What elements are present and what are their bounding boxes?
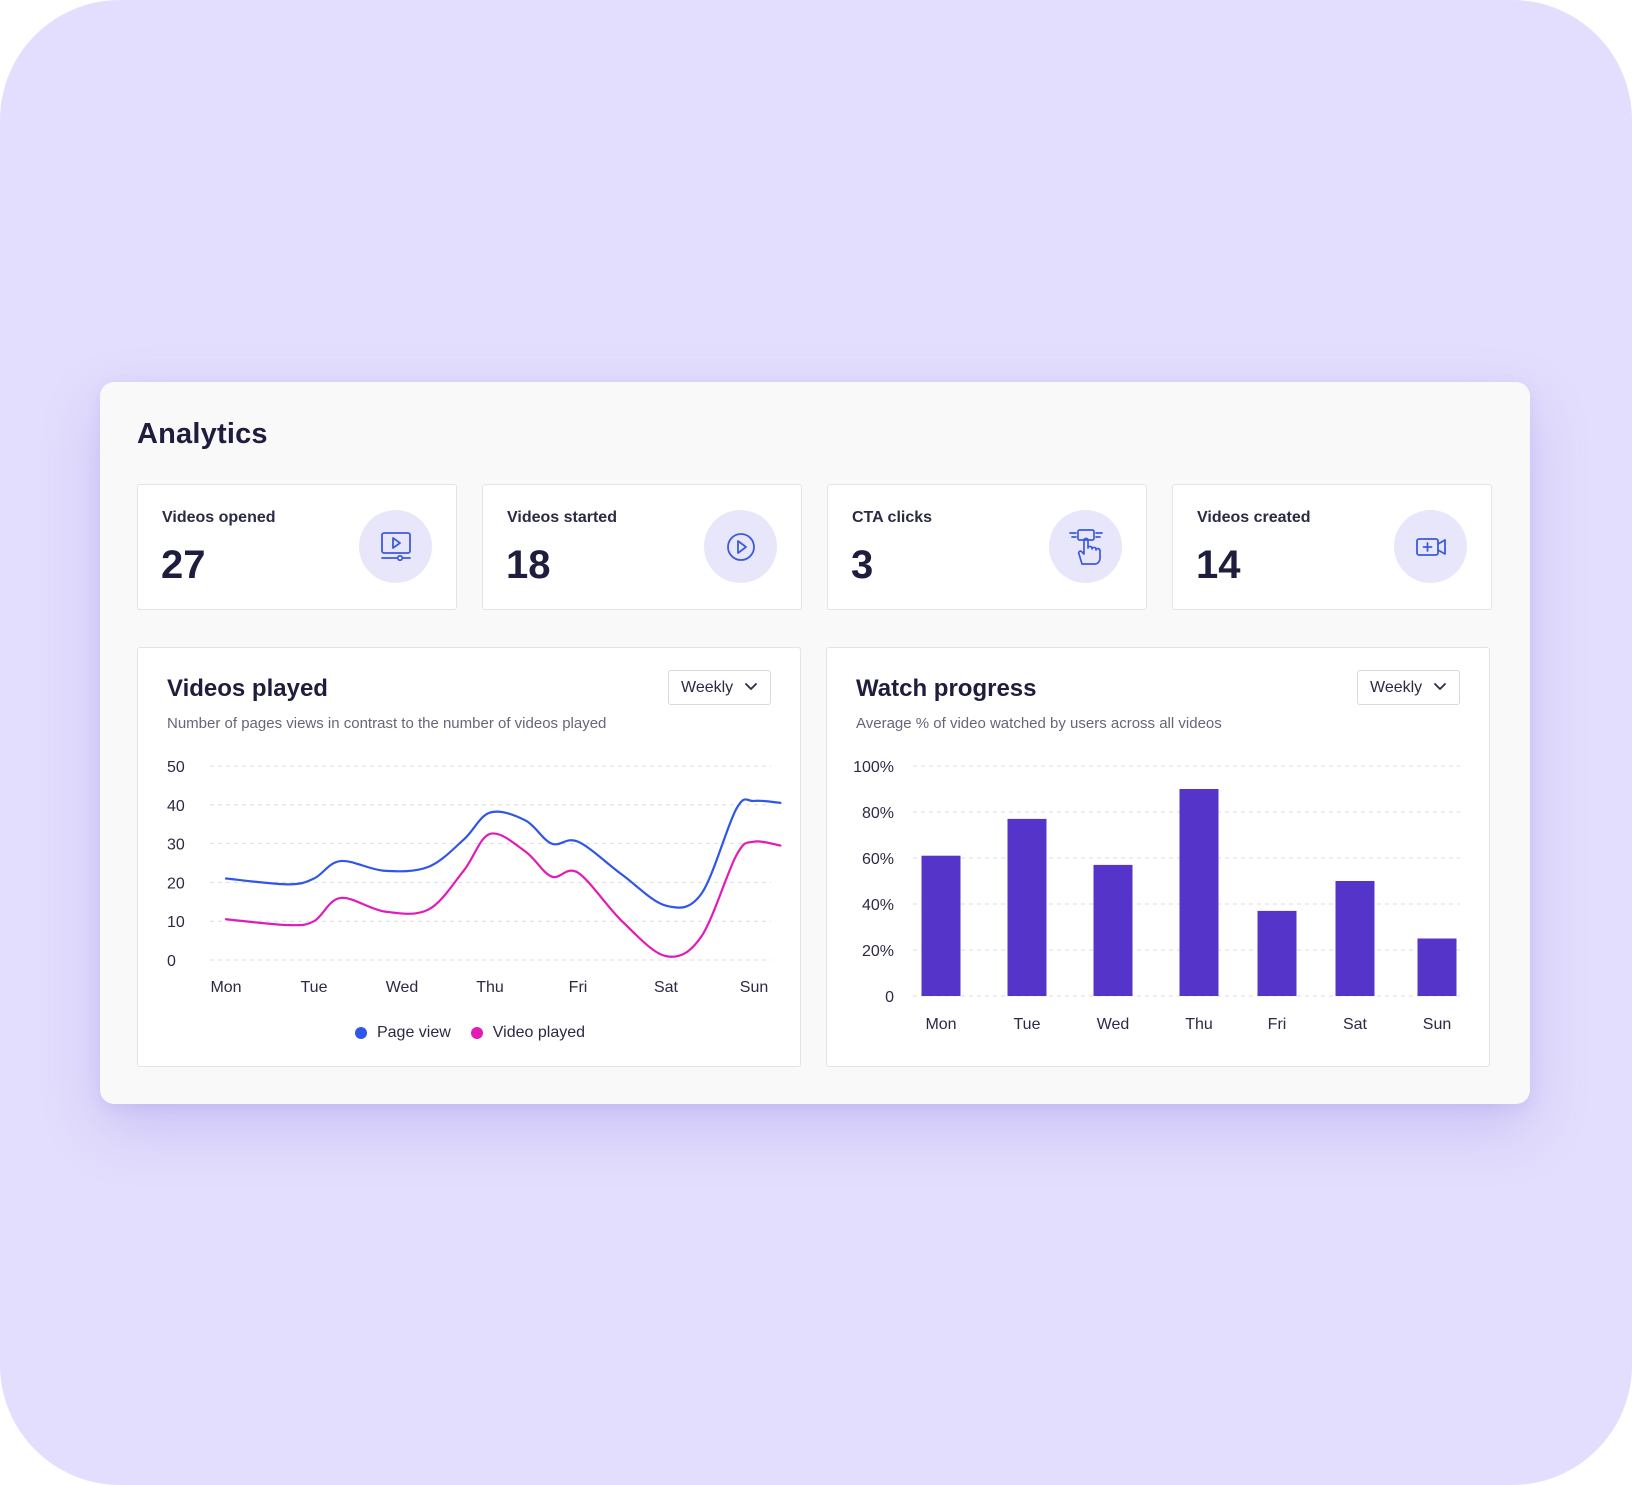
period-dropdown[interactable]: Weekly xyxy=(668,670,771,705)
stat-card-videos-opened: Videos opened 27 xyxy=(137,484,457,610)
y-tick-label: 50 xyxy=(167,759,185,776)
x-tick-label: Mon xyxy=(210,979,241,996)
stat-label: Videos opened xyxy=(162,509,276,526)
bar xyxy=(1007,818,1047,996)
x-tick-label: Tue xyxy=(1014,1016,1041,1033)
bar xyxy=(1093,864,1133,996)
y-tick-label: 100% xyxy=(853,759,894,776)
chart-title: Videos played xyxy=(167,675,328,702)
y-tick-label: 80% xyxy=(862,805,894,822)
x-tick-label: Fri xyxy=(569,979,588,996)
x-tick-label: Wed xyxy=(1097,1016,1130,1033)
stat-label: CTA clicks xyxy=(852,509,933,526)
page-title: Analytics xyxy=(137,418,268,450)
x-tick-label: Sun xyxy=(740,979,768,996)
bar-chart: 0 20% 40% 60% 80% 100% Mon Tue Wed Thu Fri Sat Sun xyxy=(853,759,1460,1033)
legend-label: Video played xyxy=(492,1024,586,1041)
y-tick-label: 40% xyxy=(862,897,894,914)
legend-item-video-played: Video played xyxy=(470,1024,586,1042)
stat-label: Videos started xyxy=(507,509,617,526)
y-tick-label: 20% xyxy=(862,943,894,960)
stat-label: Videos created xyxy=(1197,509,1311,526)
period-dropdown[interactable]: Weekly xyxy=(1357,670,1460,705)
chart-subtitle: Number of pages views in contrast to the… xyxy=(167,715,607,732)
y-tick-label: 0 xyxy=(885,989,894,1006)
bar xyxy=(921,855,961,996)
y-tick-label: 60% xyxy=(862,851,894,868)
chart-title: Watch progress xyxy=(856,675,1037,702)
x-tick-label: Thu xyxy=(476,979,504,996)
stat-value: 3 xyxy=(851,543,874,587)
legend-dot xyxy=(354,1027,367,1039)
video-add-icon xyxy=(1394,510,1467,583)
hand-click-icon xyxy=(1049,510,1122,583)
chart-legend: Page view Video played xyxy=(138,1024,802,1042)
watch-progress-card: Watch progress Average % of video watche… xyxy=(826,647,1490,1067)
chart-subtitle: Average % of video watched by users acro… xyxy=(856,715,1222,732)
bar xyxy=(1179,789,1219,996)
chevron-down-icon xyxy=(745,683,757,690)
x-tick-label: Sat xyxy=(654,979,679,996)
y-tick-label: 40 xyxy=(167,798,185,815)
y-tick-label: 30 xyxy=(167,837,185,854)
y-tick-label: 20 xyxy=(167,875,185,892)
x-tick-label: Fri xyxy=(1268,1016,1287,1033)
stat-card-videos-created: Videos created 14 xyxy=(1172,484,1492,610)
x-tick-label: Sun xyxy=(1423,1016,1451,1033)
chevron-down-icon xyxy=(1434,683,1446,690)
x-tick-label: Sat xyxy=(1343,1016,1368,1033)
legend-item-page-view: Page view xyxy=(354,1024,451,1042)
page-view-line xyxy=(224,798,782,909)
dropdown-value: Weekly xyxy=(681,678,734,696)
videos-played-card: Videos played Number of pages views in c… xyxy=(137,647,801,1067)
legend-label: Page view xyxy=(376,1024,451,1041)
video-played-line xyxy=(224,832,782,958)
bar xyxy=(1257,910,1297,996)
video-player-icon xyxy=(359,510,432,583)
dropdown-value: Weekly xyxy=(1370,678,1423,696)
line-chart: 0 10 20 30 40 50 Mon Tue Wed Thu Fri Sat Sun xyxy=(167,759,782,996)
stat-value: 18 xyxy=(506,543,551,587)
y-tick-label: 0 xyxy=(167,953,176,970)
x-tick-label: Wed xyxy=(386,979,419,996)
x-tick-label: Tue xyxy=(301,979,328,996)
stat-card-cta-clicks: CTA clicks 3 xyxy=(827,484,1147,610)
stat-card-videos-started: Videos started 18 xyxy=(482,484,802,610)
play-circle-icon xyxy=(704,510,777,583)
x-tick-label: Thu xyxy=(1185,1016,1213,1033)
stat-value: 27 xyxy=(161,543,206,587)
bar xyxy=(1417,938,1457,996)
x-tick-label: Mon xyxy=(925,1016,956,1033)
bar xyxy=(1335,881,1375,996)
stat-value: 14 xyxy=(1196,543,1241,587)
analytics-panel: Analytics Videos opened 27 Videos starte… xyxy=(100,382,1530,1104)
y-tick-label: 10 xyxy=(167,914,185,931)
legend-dot xyxy=(470,1027,483,1039)
